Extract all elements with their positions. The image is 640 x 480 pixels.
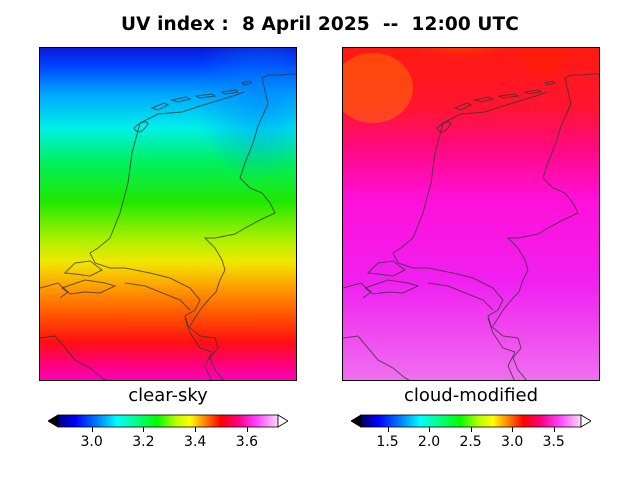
colorbar-tick-label: 3.5	[542, 434, 565, 450]
colorbar-tick-mark	[470, 427, 472, 432]
colorbar-tick-mark	[143, 427, 145, 432]
clear-sky-map-panel	[39, 47, 297, 381]
colorbar-tick-mark	[91, 427, 93, 432]
colorbar-tick-label: 3.4	[184, 434, 207, 450]
colorbar-tick-mark	[387, 427, 389, 432]
colorbar-tick-label: 3.6	[235, 434, 259, 450]
colorbar-tick-mark	[553, 427, 555, 432]
colorbar-tick-label: 3.2	[132, 434, 155, 450]
clear-sky-map	[40, 48, 296, 380]
coastline-outline	[40, 73, 296, 380]
cloud-modified-map	[343, 48, 599, 380]
cloud-modified-label: cloud-modified	[403, 385, 539, 406]
colorbar-tick-mark	[195, 427, 197, 432]
colorbar-tick-label: 2.5	[459, 434, 482, 450]
coastline-outline	[343, 73, 599, 380]
colorbar-tick-mark	[512, 427, 514, 432]
colorbar-tick-label: 3.0	[80, 434, 103, 450]
colorbar-tick-mark	[429, 427, 431, 432]
colorbar-tick-mark	[246, 427, 248, 432]
clear-sky-label: clear-sky	[128, 385, 208, 406]
clear-sky-colorbar	[48, 414, 288, 428]
colorbar-tick-label: 3.0	[500, 434, 524, 450]
cloud-modified-map-panel	[342, 47, 600, 381]
colorbar-tick-label: 2.0	[417, 434, 441, 450]
colorbar-tick-label: 1.5	[376, 434, 399, 450]
map-title: UV index : 8 April 2025 -- 12:00 UTC	[121, 14, 519, 35]
